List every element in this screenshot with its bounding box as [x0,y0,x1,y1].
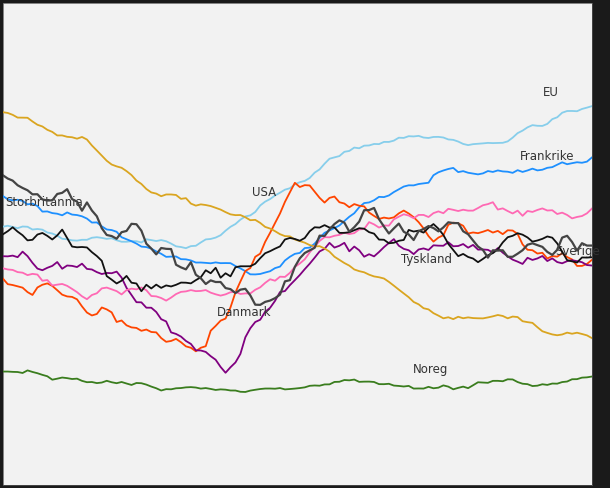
Text: Noreg: Noreg [413,363,448,376]
Text: Storbritannia: Storbritannia [5,196,84,209]
Text: Sverige: Sverige [555,245,600,258]
Text: Danmark: Danmark [217,306,271,319]
Text: EU: EU [544,86,559,99]
Text: Tyskland: Tyskland [401,253,452,266]
Text: USA: USA [253,186,276,199]
Text: Frankrike: Frankrike [520,150,574,163]
